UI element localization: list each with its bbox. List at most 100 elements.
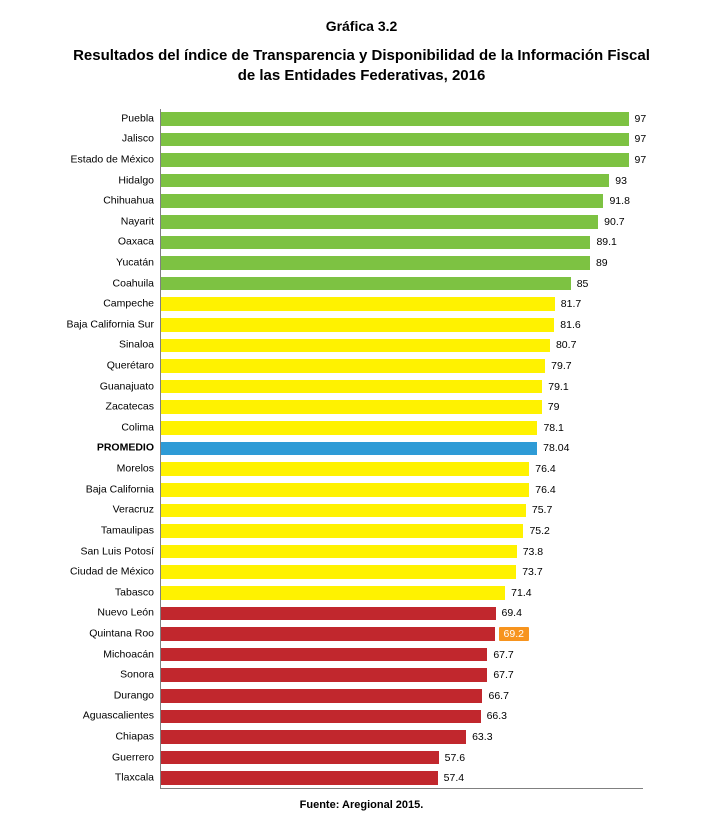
bar-value: 93 bbox=[615, 175, 627, 187]
bar bbox=[161, 194, 603, 208]
bar-track: 97 bbox=[161, 153, 643, 167]
bar-track: 66.3 bbox=[161, 710, 643, 724]
value-badge: 69.2 bbox=[499, 627, 529, 641]
bar-value: 78.1 bbox=[543, 422, 563, 434]
bar-value: 71.4 bbox=[511, 587, 531, 599]
bar-row: Veracruz 75.7 bbox=[30, 500, 693, 521]
bar-row: Guerrero57.6 bbox=[30, 747, 693, 768]
bar-track: 97 bbox=[161, 112, 643, 126]
bar-row: Tabasco71.4 bbox=[30, 582, 693, 603]
bar bbox=[161, 668, 487, 682]
bar-label: Coahuila bbox=[30, 278, 154, 289]
bar-value: 89.1 bbox=[596, 236, 616, 248]
bar bbox=[161, 689, 482, 703]
bar-label: Nuevo León bbox=[30, 608, 154, 619]
bar bbox=[161, 607, 496, 621]
bar-label: San Luis Potosí bbox=[30, 546, 154, 557]
bar bbox=[161, 112, 629, 126]
bar-row: PROMEDIO 78.04 bbox=[30, 438, 693, 459]
bar-row: Ciudad de México73.7 bbox=[30, 562, 693, 583]
bar-value: 66.3 bbox=[487, 710, 507, 722]
bar-value: 85 bbox=[577, 278, 589, 290]
bar-label: Durango bbox=[30, 690, 154, 701]
bar-track: 67.7 bbox=[161, 648, 643, 662]
bar-row: Nayarit90.7 bbox=[30, 212, 693, 233]
bar-track: 57.4 bbox=[161, 771, 643, 785]
bar-track: 89.1 bbox=[161, 236, 643, 250]
bar-label: Michoacán bbox=[30, 649, 154, 660]
bar-track: 66.7 bbox=[161, 689, 643, 703]
bar bbox=[161, 771, 438, 785]
bar-label: Yucatán bbox=[30, 258, 154, 269]
bar-label: Veracruz bbox=[30, 505, 154, 516]
bar bbox=[161, 400, 542, 414]
bar-value: 69.2 bbox=[499, 627, 529, 641]
bar-value: 81.7 bbox=[561, 298, 581, 310]
bar-label: Nayarit bbox=[30, 216, 154, 227]
bar-track: 73.8 bbox=[161, 545, 643, 559]
bar-value: 76.4 bbox=[535, 463, 555, 475]
bar bbox=[161, 504, 526, 518]
bar bbox=[161, 133, 629, 147]
chart-title: Resultados del índice de Transparencia y… bbox=[70, 46, 653, 87]
bar-track: 71.4 bbox=[161, 586, 643, 600]
bar-track: 69.2 bbox=[161, 627, 643, 641]
bar-value: 79.1 bbox=[548, 381, 568, 393]
bar-track: 75.2 bbox=[161, 524, 643, 538]
bar-label: Guanajuato bbox=[30, 381, 154, 392]
bar bbox=[161, 648, 487, 662]
bar-row: Campeche81.7 bbox=[30, 294, 693, 315]
bar-label: Baja California bbox=[30, 484, 154, 495]
bar bbox=[161, 359, 545, 373]
bar-row: Puebla97 bbox=[30, 109, 693, 130]
bar-value: 69.4 bbox=[502, 607, 522, 619]
bar-track: 75.7 bbox=[161, 504, 643, 518]
bar-row: Chiapas63.3 bbox=[30, 727, 693, 748]
bar-track: 57.6 bbox=[161, 751, 643, 765]
bar-value: 81.6 bbox=[560, 319, 580, 331]
bar-track: 81.6 bbox=[161, 318, 643, 332]
bar-label: Chiapas bbox=[30, 731, 154, 742]
bar bbox=[161, 318, 554, 332]
bar-track: 97 bbox=[161, 133, 643, 147]
bar-row: Querétaro79.7 bbox=[30, 356, 693, 377]
bar-value: 76.4 bbox=[535, 484, 555, 496]
bar-value: 79.7 bbox=[551, 360, 571, 372]
bar bbox=[161, 524, 523, 538]
bar-value: 66.7 bbox=[488, 690, 508, 702]
bar-row: Jalisco97 bbox=[30, 129, 693, 150]
bar-label: Aguascalientes bbox=[30, 711, 154, 722]
bar-row: Zacatecas79 bbox=[30, 397, 693, 418]
bar bbox=[161, 421, 537, 435]
bar-value: 91.8 bbox=[609, 195, 629, 207]
bar-row: Sonora67.7 bbox=[30, 665, 693, 686]
bar bbox=[161, 236, 590, 250]
bar-row: Tamaulipas75.2 bbox=[30, 521, 693, 542]
bar-track: 78.04 bbox=[161, 442, 643, 456]
bar-label: Oaxaca bbox=[30, 237, 154, 248]
bar bbox=[161, 627, 495, 641]
bar-value: 75.7 bbox=[532, 504, 552, 516]
bar-label: Colima bbox=[30, 422, 154, 433]
bar-track: 69.4 bbox=[161, 607, 643, 621]
bar-row: Nuevo León 69.4 bbox=[30, 603, 693, 624]
bar-value: 57.4 bbox=[444, 772, 464, 784]
bar-track: 89 bbox=[161, 256, 643, 270]
bar-row: Coahuila 85 bbox=[30, 273, 693, 294]
bar-row: Morelos 76.4 bbox=[30, 459, 693, 480]
bar-value: 97 bbox=[635, 133, 647, 145]
bar-label: Chihuahua bbox=[30, 196, 154, 207]
bar-label: Zacatecas bbox=[30, 402, 154, 413]
bar bbox=[161, 174, 609, 188]
bar bbox=[161, 483, 529, 497]
bar-value: 75.2 bbox=[529, 525, 549, 537]
bar bbox=[161, 277, 571, 291]
bar-track: 81.7 bbox=[161, 297, 643, 311]
bar-track: 93 bbox=[161, 174, 643, 188]
bar-label: Morelos bbox=[30, 464, 154, 475]
bar bbox=[161, 339, 550, 353]
bar-label: PROMEDIO bbox=[30, 443, 154, 454]
bar-row: Quintana Roo69.2 bbox=[30, 624, 693, 645]
bar-track: 91.8 bbox=[161, 194, 643, 208]
bar-value: 89 bbox=[596, 257, 608, 269]
